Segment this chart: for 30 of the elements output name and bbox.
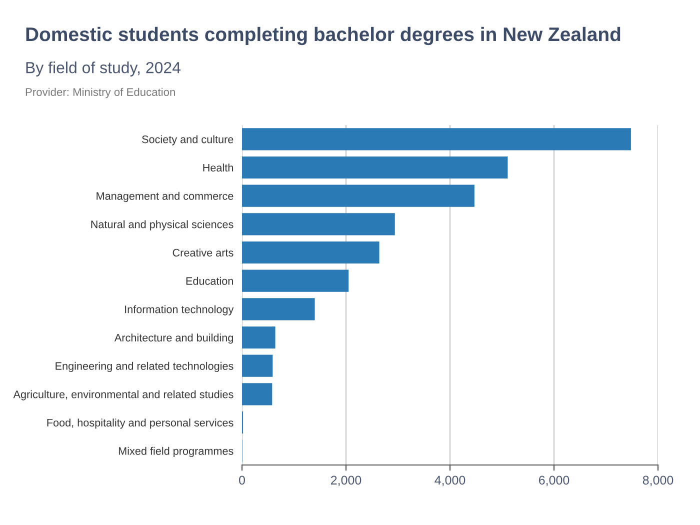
y-tick-label: Architecture and building	[114, 334, 233, 344]
y-tick-label: Creative arts	[172, 248, 234, 257]
text: By field of study, 2024	[26, 62, 181, 76]
x-tick-label: 4,000	[434, 476, 466, 486]
bar	[242, 270, 349, 292]
bar	[242, 213, 395, 236]
x-tick-label: 6,000	[538, 476, 570, 486]
bar	[242, 383, 272, 406]
bar	[242, 354, 273, 377]
y-tick-label: Agriculture, environmental and related studies	[13, 390, 234, 400]
y-tick-label: Food, hospitality and personal services	[47, 418, 234, 429]
bar	[242, 298, 315, 320]
bar	[242, 184, 474, 207]
y-tick-label: Engineering and related technologies	[56, 362, 234, 372]
y-tick-label: Health	[203, 164, 233, 172]
y-tick-label: Information technology	[125, 305, 234, 316]
chart-title: Domestic students completing bachelor degrees in New Zealand	[26, 26, 620, 46]
y-tick-label: Society and culture	[142, 135, 234, 146]
y-tick-label: Natural and physical sciences	[91, 220, 234, 230]
bar	[242, 156, 508, 179]
bar	[242, 241, 380, 264]
bar	[242, 326, 276, 349]
text: Provider: Ministry of Education	[26, 88, 175, 98]
bar	[242, 128, 631, 150]
y-tick-label: Management and commerce	[96, 192, 234, 202]
x-tick-label: 2,000	[330, 476, 362, 486]
x-tick-label: 0	[239, 476, 245, 485]
x-tick-label: 8,000	[642, 476, 674, 486]
y-tick-label: Education	[186, 276, 233, 285]
y-tick-label: Mixed field programmes	[118, 446, 234, 458]
